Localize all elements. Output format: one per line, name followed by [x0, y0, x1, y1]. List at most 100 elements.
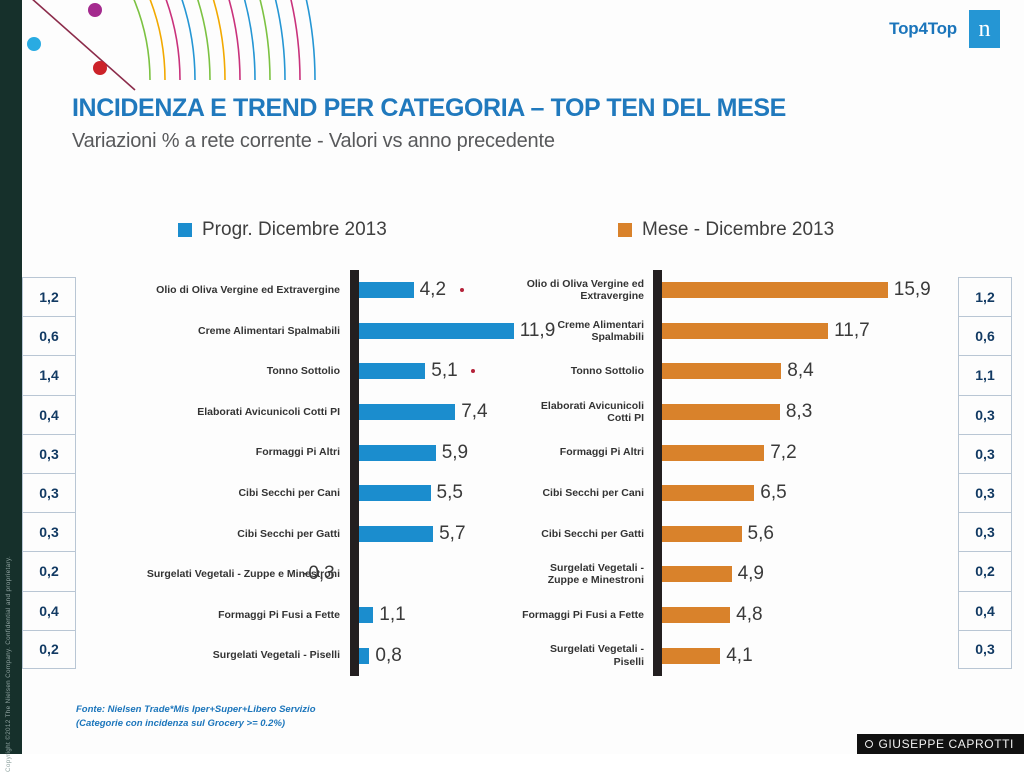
- legend-progressive: Progr. Dicembre 2013: [178, 219, 387, 241]
- brand-logo: Top4Top n: [889, 10, 1000, 48]
- bar-value-label: 4,8: [736, 604, 763, 626]
- bar: [662, 322, 829, 339]
- category-label: Cibi Secchi per Cani: [238, 487, 340, 500]
- bar: [359, 485, 431, 502]
- source-note: Fonte: Nielsen Trade*Mis Iper+Super+Libe…: [76, 704, 316, 729]
- incidence-table-right: 1,2 0,6 1,1 0,3 0,3 0,3 0,3 0,2 0,4 0,3: [958, 277, 1012, 669]
- bar: [662, 566, 732, 583]
- bar-row: Cibi Secchi per Gatti 5,6: [520, 514, 958, 555]
- bar: [662, 525, 742, 542]
- bar: [359, 322, 514, 339]
- copyright-icon: [865, 740, 874, 748]
- page-subtitle: Variazioni % a rete corrente - Valori vs…: [72, 130, 555, 152]
- bar: [359, 525, 434, 542]
- bar: [662, 607, 731, 624]
- bar-row: Elaborati Avicunicoli Cotti PI 8,3: [520, 392, 958, 433]
- category-label: Creme Alimentari Spalmabili: [198, 324, 340, 337]
- bar: [359, 282, 414, 299]
- bar-row: Creme Alimentari Spalmabili 11,7: [520, 311, 958, 352]
- bar: [662, 404, 780, 421]
- incidence-right-cell: 1,2: [958, 277, 1012, 317]
- category-label: Cibi Secchi per Gatti: [237, 527, 340, 540]
- category-label: Surgelati Vegetali - Zuppe e Minestroni: [146, 568, 340, 581]
- bar-value-label: 11,9: [519, 319, 556, 341]
- incidence-table-left: 1,2 0,6 1,4 0,4 0,3 0,3 0,3 0,2 0,4 0,2: [22, 277, 76, 669]
- nielsen-logo-icon: n: [969, 10, 1000, 48]
- legend-label-progressive: Progr. Dicembre 2013: [202, 219, 387, 240]
- bar: [359, 444, 436, 461]
- bar-row: Surgelati Vegetali - Piselli 4,1: [520, 635, 958, 676]
- bar-row: Olio di Oliva Vergine ed Extravergine 15,…: [520, 270, 958, 311]
- incidence-left-cell: 0,3: [22, 472, 76, 513]
- category-label: Elaborati Avicunicoli Cotti PI: [197, 405, 340, 418]
- bar-value-label: 15,9: [893, 279, 931, 301]
- incidence-left-cell: 0,3: [22, 512, 76, 552]
- incidence-right-cell: 0,6: [958, 316, 1012, 356]
- category-label: Tonno Sottolio: [266, 365, 340, 378]
- incidence-right-cell: 1,1: [958, 355, 1012, 395]
- bar-value-label: 8,4: [787, 360, 814, 382]
- bar: [359, 404, 456, 421]
- bar-row: Elaborati Avicunicoli Cotti PI 7,4: [82, 392, 522, 433]
- incidence-right-cell: 0,3: [958, 629, 1012, 669]
- bar-value-label: 0,8: [375, 644, 402, 666]
- category-label: Elaborati Avicunicoli Cotti PI: [540, 399, 644, 425]
- category-label: Formaggi Pi Fusi a Fette: [522, 608, 644, 621]
- copyright-text: Copyright ©2012 The Nielsen Company. Con…: [5, 555, 12, 772]
- bar: [662, 444, 765, 461]
- category-label: Olio di Oliva Vergine ed Extravergine: [156, 284, 340, 297]
- bar-value-label: 8,3: [785, 401, 813, 423]
- legend-swatch-orange: [618, 223, 632, 237]
- incidence-left-cell: 0,2: [22, 551, 76, 591]
- bar-row: Cibi Secchi per Gatti 5,7: [82, 514, 522, 555]
- watermark: GIUSEPPE CAPROTTI: [857, 734, 1024, 754]
- chart-month: Olio di Oliva Vergine ed Extravergine 15,…: [520, 270, 958, 676]
- trend-marker-icon: [459, 288, 464, 293]
- bar-value-label: -0,3: [302, 563, 335, 585]
- bar: [662, 647, 721, 664]
- bar-rows-left: Olio di Oliva Vergine ed Extravergine 4,2…: [82, 270, 555, 676]
- incidence-left-cell: 0,6: [22, 316, 76, 356]
- bar-rows-right: Olio di Oliva Vergine ed Extravergine 15,…: [520, 270, 958, 676]
- bar-value-label: 5,6: [747, 522, 774, 544]
- bar: [359, 647, 370, 664]
- bar-value-label: 4,1: [726, 644, 753, 666]
- page-title: INCIDENZA E TREND PER CATEGORIA – TOP TE…: [72, 94, 786, 122]
- bar-row: Formaggi Pi Fusi a Fette 1,1: [82, 595, 522, 636]
- bar-value-label: 1,1: [379, 604, 406, 626]
- incidence-left-cell: 0,2: [22, 629, 76, 669]
- bar-value-label: 6,5: [760, 482, 787, 504]
- bar-value-label: 5,5: [436, 482, 463, 504]
- category-label: Surgelati Vegetali - Zuppe e Minestroni: [547, 562, 644, 587]
- legend-label-month: Mese - Dicembre 2013: [642, 219, 835, 240]
- bar-row: Surgelati Vegetali - Zuppe e Minestroni -…: [82, 554, 522, 595]
- category-label: Surgelati Vegetali - Piselli: [550, 643, 644, 668]
- incidence-left-cell: 0,3: [22, 433, 76, 473]
- chart-progressive: Olio di Oliva Vergine ed Extravergine 4,2…: [82, 270, 555, 676]
- bar: [662, 485, 755, 502]
- bar: [662, 282, 888, 299]
- bar-row: Cibi Secchi per Cani 6,5: [520, 473, 958, 514]
- incidence-left-cell: 0,4: [22, 394, 76, 434]
- bar-row: Olio di Oliva Vergine ed Extravergine 4,2: [82, 270, 522, 311]
- bar-row: Creme Alimentari Spalmabili 11,9: [82, 311, 555, 352]
- axis-line-left: [350, 270, 359, 676]
- bar-row: Formaggi Pi Fusi a Fette 4,8: [520, 595, 958, 636]
- trend-marker-icon: [471, 369, 476, 374]
- incidence-left-cell: 1,4: [22, 355, 76, 395]
- category-label: Formaggi Pi Altri: [559, 446, 644, 459]
- bar-row: Cibi Secchi per Cani 5,5: [82, 473, 522, 514]
- bar: [359, 607, 374, 624]
- incidence-left-cell: 0,4: [22, 590, 76, 630]
- bar-row: Tonno Sottolio 8,4: [520, 351, 958, 392]
- bar-value-label: 5,1: [431, 360, 458, 382]
- category-label: Olio di Oliva Vergine ed Extravergine: [526, 277, 644, 303]
- incidence-right-cell: 0,4: [958, 590, 1012, 630]
- bar-row: Surgelati Vegetali - Zuppe e Minestroni 4…: [520, 554, 958, 595]
- bar-value-label: 4,2: [419, 279, 447, 301]
- incidence-right-cell: 0,3: [958, 394, 1012, 434]
- bar: [662, 363, 782, 380]
- bar-value-label: 4,9: [737, 563, 764, 585]
- category-label: Creme Alimentari Spalmabili: [557, 318, 644, 343]
